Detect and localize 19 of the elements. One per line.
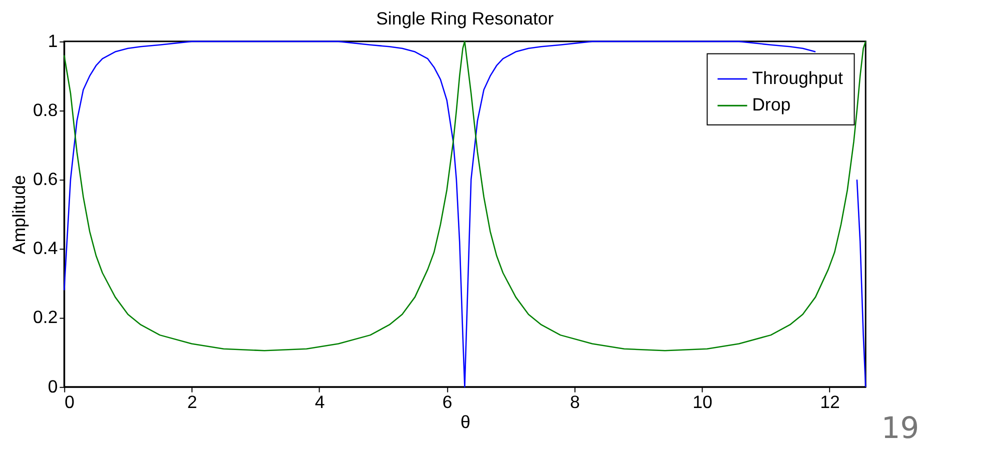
y-tick-label: 0.4 bbox=[33, 238, 58, 258]
legend-label: Drop bbox=[752, 94, 791, 115]
text: 19 bbox=[881, 411, 920, 446]
x-tick-label: 4 bbox=[314, 392, 325, 412]
x-tick-label: 6 bbox=[442, 392, 452, 412]
y-tick-label: 1 bbox=[48, 30, 58, 51]
chart-title: Single Ring Resonator bbox=[376, 8, 554, 29]
x-tick-label: 12 bbox=[820, 392, 840, 412]
legend-label: Throughput bbox=[752, 68, 843, 88]
x-tick-label: 0 bbox=[64, 392, 75, 412]
y-tick-label: 0.8 bbox=[33, 100, 58, 120]
y-axis-title: Amplitude bbox=[9, 175, 30, 254]
x-tick-label: 10 bbox=[692, 392, 712, 412]
x-axis-title: θ bbox=[460, 412, 470, 432]
y-tick-label: 0.6 bbox=[33, 169, 58, 190]
x-tick-label: 8 bbox=[570, 392, 580, 412]
x-tick-label: 2 bbox=[187, 392, 198, 412]
y-tick-label: 0.2 bbox=[33, 307, 58, 328]
y-tick-label: 0 bbox=[48, 376, 58, 396]
